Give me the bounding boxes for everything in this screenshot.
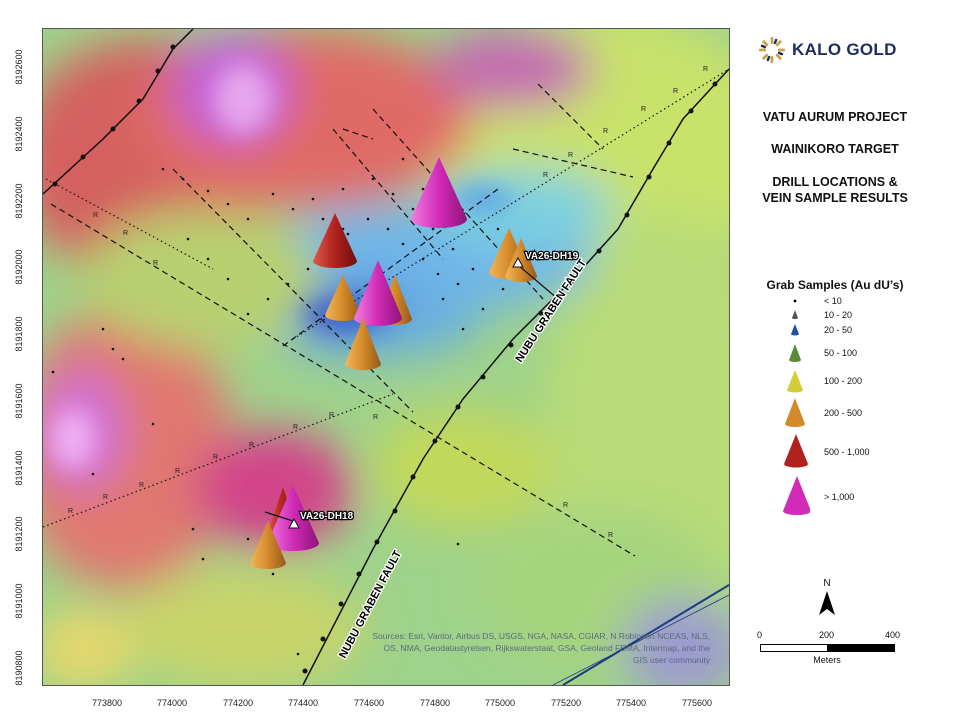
project-title: VATU AURUM PROJECT	[762, 110, 908, 124]
target-title: WAINIKORO TARGET	[771, 142, 899, 156]
cone-magenta	[411, 157, 467, 228]
y-tick-label: 8192400	[14, 116, 24, 152]
map-title-line-1: DRILL LOCATIONS &	[772, 175, 898, 189]
svg-text:R: R	[673, 88, 678, 95]
svg-text:R: R	[563, 502, 568, 509]
x-tick-label: 775400	[615, 698, 647, 708]
scale-unit: Meters	[813, 655, 841, 665]
drill-hole-label: VA26-DH18	[300, 511, 354, 522]
cone-icon	[791, 324, 799, 336]
x-tick-label: 774400	[287, 698, 319, 708]
legend-item: < 10	[780, 286, 842, 316]
svg-text:R: R	[293, 424, 298, 431]
cone-orange	[325, 275, 361, 321]
map-canvas[interactable]: R R R R R R R R R R R R R R R R R R R R	[42, 28, 730, 686]
north-arrow-icon	[819, 591, 835, 615]
x-tick-label: 773800	[91, 698, 123, 708]
x-tick-label: 775200	[550, 698, 582, 708]
scale-bar-graphic	[760, 644, 895, 652]
x-tick-label: 774800	[419, 698, 451, 708]
cone-icon	[784, 434, 808, 468]
x-tick-label: 774000	[156, 698, 188, 708]
cone-icon	[792, 310, 798, 319]
brand-name: KALO GOLD	[792, 40, 897, 59]
legend-item: 200 - 500	[780, 398, 862, 428]
svg-text:R: R	[641, 106, 646, 113]
cone-magenta	[267, 485, 319, 551]
legend-item: 50 - 100	[780, 338, 857, 368]
svg-text:R: R	[329, 412, 334, 419]
map-attribution: Sources: Esri, Vantor, Airbus DS, USGS, …	[372, 631, 710, 665]
svg-text:R: R	[603, 128, 608, 135]
svg-text:R: R	[213, 454, 218, 461]
cone-magenta	[354, 260, 402, 326]
y-tick-label: 8190800	[14, 650, 24, 686]
cone-icon	[789, 344, 801, 362]
svg-text:R: R	[123, 230, 128, 237]
svg-text:R: R	[175, 468, 180, 475]
brand-logo: KALO GOLD	[758, 36, 897, 64]
cone-icon	[787, 370, 803, 393]
y-tick-label: 8192200	[14, 183, 24, 219]
drill-hole-label: VA26-DH19	[525, 251, 579, 262]
svg-text:R: R	[568, 152, 573, 159]
cone-icon	[785, 398, 805, 427]
cone-red	[313, 213, 357, 268]
svg-text:R: R	[543, 172, 548, 179]
scale-tick: 0	[757, 630, 763, 640]
x-tick-label: 774200	[222, 698, 254, 708]
cone-orange	[505, 238, 537, 282]
scale-tick: 200	[819, 630, 835, 640]
legend-item: 20 - 50	[780, 315, 852, 345]
drill-hole-dh18[interactable]: VA26-DH18	[264, 510, 355, 529]
kalo-sun-icon	[759, 37, 785, 63]
y-tick-label: 8191600	[14, 383, 24, 419]
legend-item: > 1,000	[780, 476, 854, 515]
svg-text:R: R	[373, 414, 378, 421]
dotted-lineaments	[43, 68, 729, 528]
x-tick-label: 775000	[484, 698, 516, 708]
fault-tick-marks	[52, 44, 718, 674]
cone-orange	[250, 521, 286, 569]
svg-text:R: R	[139, 482, 144, 489]
x-tick-label: 775600	[681, 698, 713, 708]
legend-item: 500 - 1,000	[780, 434, 870, 468]
svg-text:R: R	[703, 66, 708, 73]
svg-text:R: R	[93, 212, 98, 219]
svg-text:R: R	[103, 494, 108, 501]
y-tick-label: 8191200	[14, 516, 24, 552]
x-tick-label: 774600	[353, 698, 385, 708]
cone-icon	[783, 476, 810, 515]
legend-item: 10 - 20	[780, 300, 852, 330]
north-label: N	[823, 578, 831, 589]
legend-item: 100 - 200	[780, 366, 862, 396]
svg-text:R: R	[249, 442, 254, 449]
r-marks: R R R R R R R R R R R R R R R R R R R R	[68, 66, 708, 539]
y-tick-label: 8191400	[14, 450, 24, 486]
y-tick-label: 8192000	[14, 249, 24, 285]
y-tick-label: 8192600	[14, 49, 24, 85]
svg-text:R: R	[68, 508, 73, 515]
y-tick-label: 8191000	[14, 583, 24, 619]
north-arrow: N	[815, 578, 839, 624]
y-tick-label: 8191800	[14, 316, 24, 352]
cone-orange	[345, 318, 381, 370]
map-title-line-2: VEIN SAMPLE RESULTS	[762, 191, 908, 205]
drill-hole-dh19[interactable]: VA26-DH19	[512, 250, 580, 300]
scale-tick: 400	[885, 630, 901, 640]
svg-text:R: R	[153, 260, 158, 267]
legend-title: Grab Samples (Au dU’s)	[766, 278, 904, 292]
svg-text:R: R	[608, 532, 613, 539]
dot-icon	[793, 299, 797, 303]
road-lines	[552, 584, 729, 685]
